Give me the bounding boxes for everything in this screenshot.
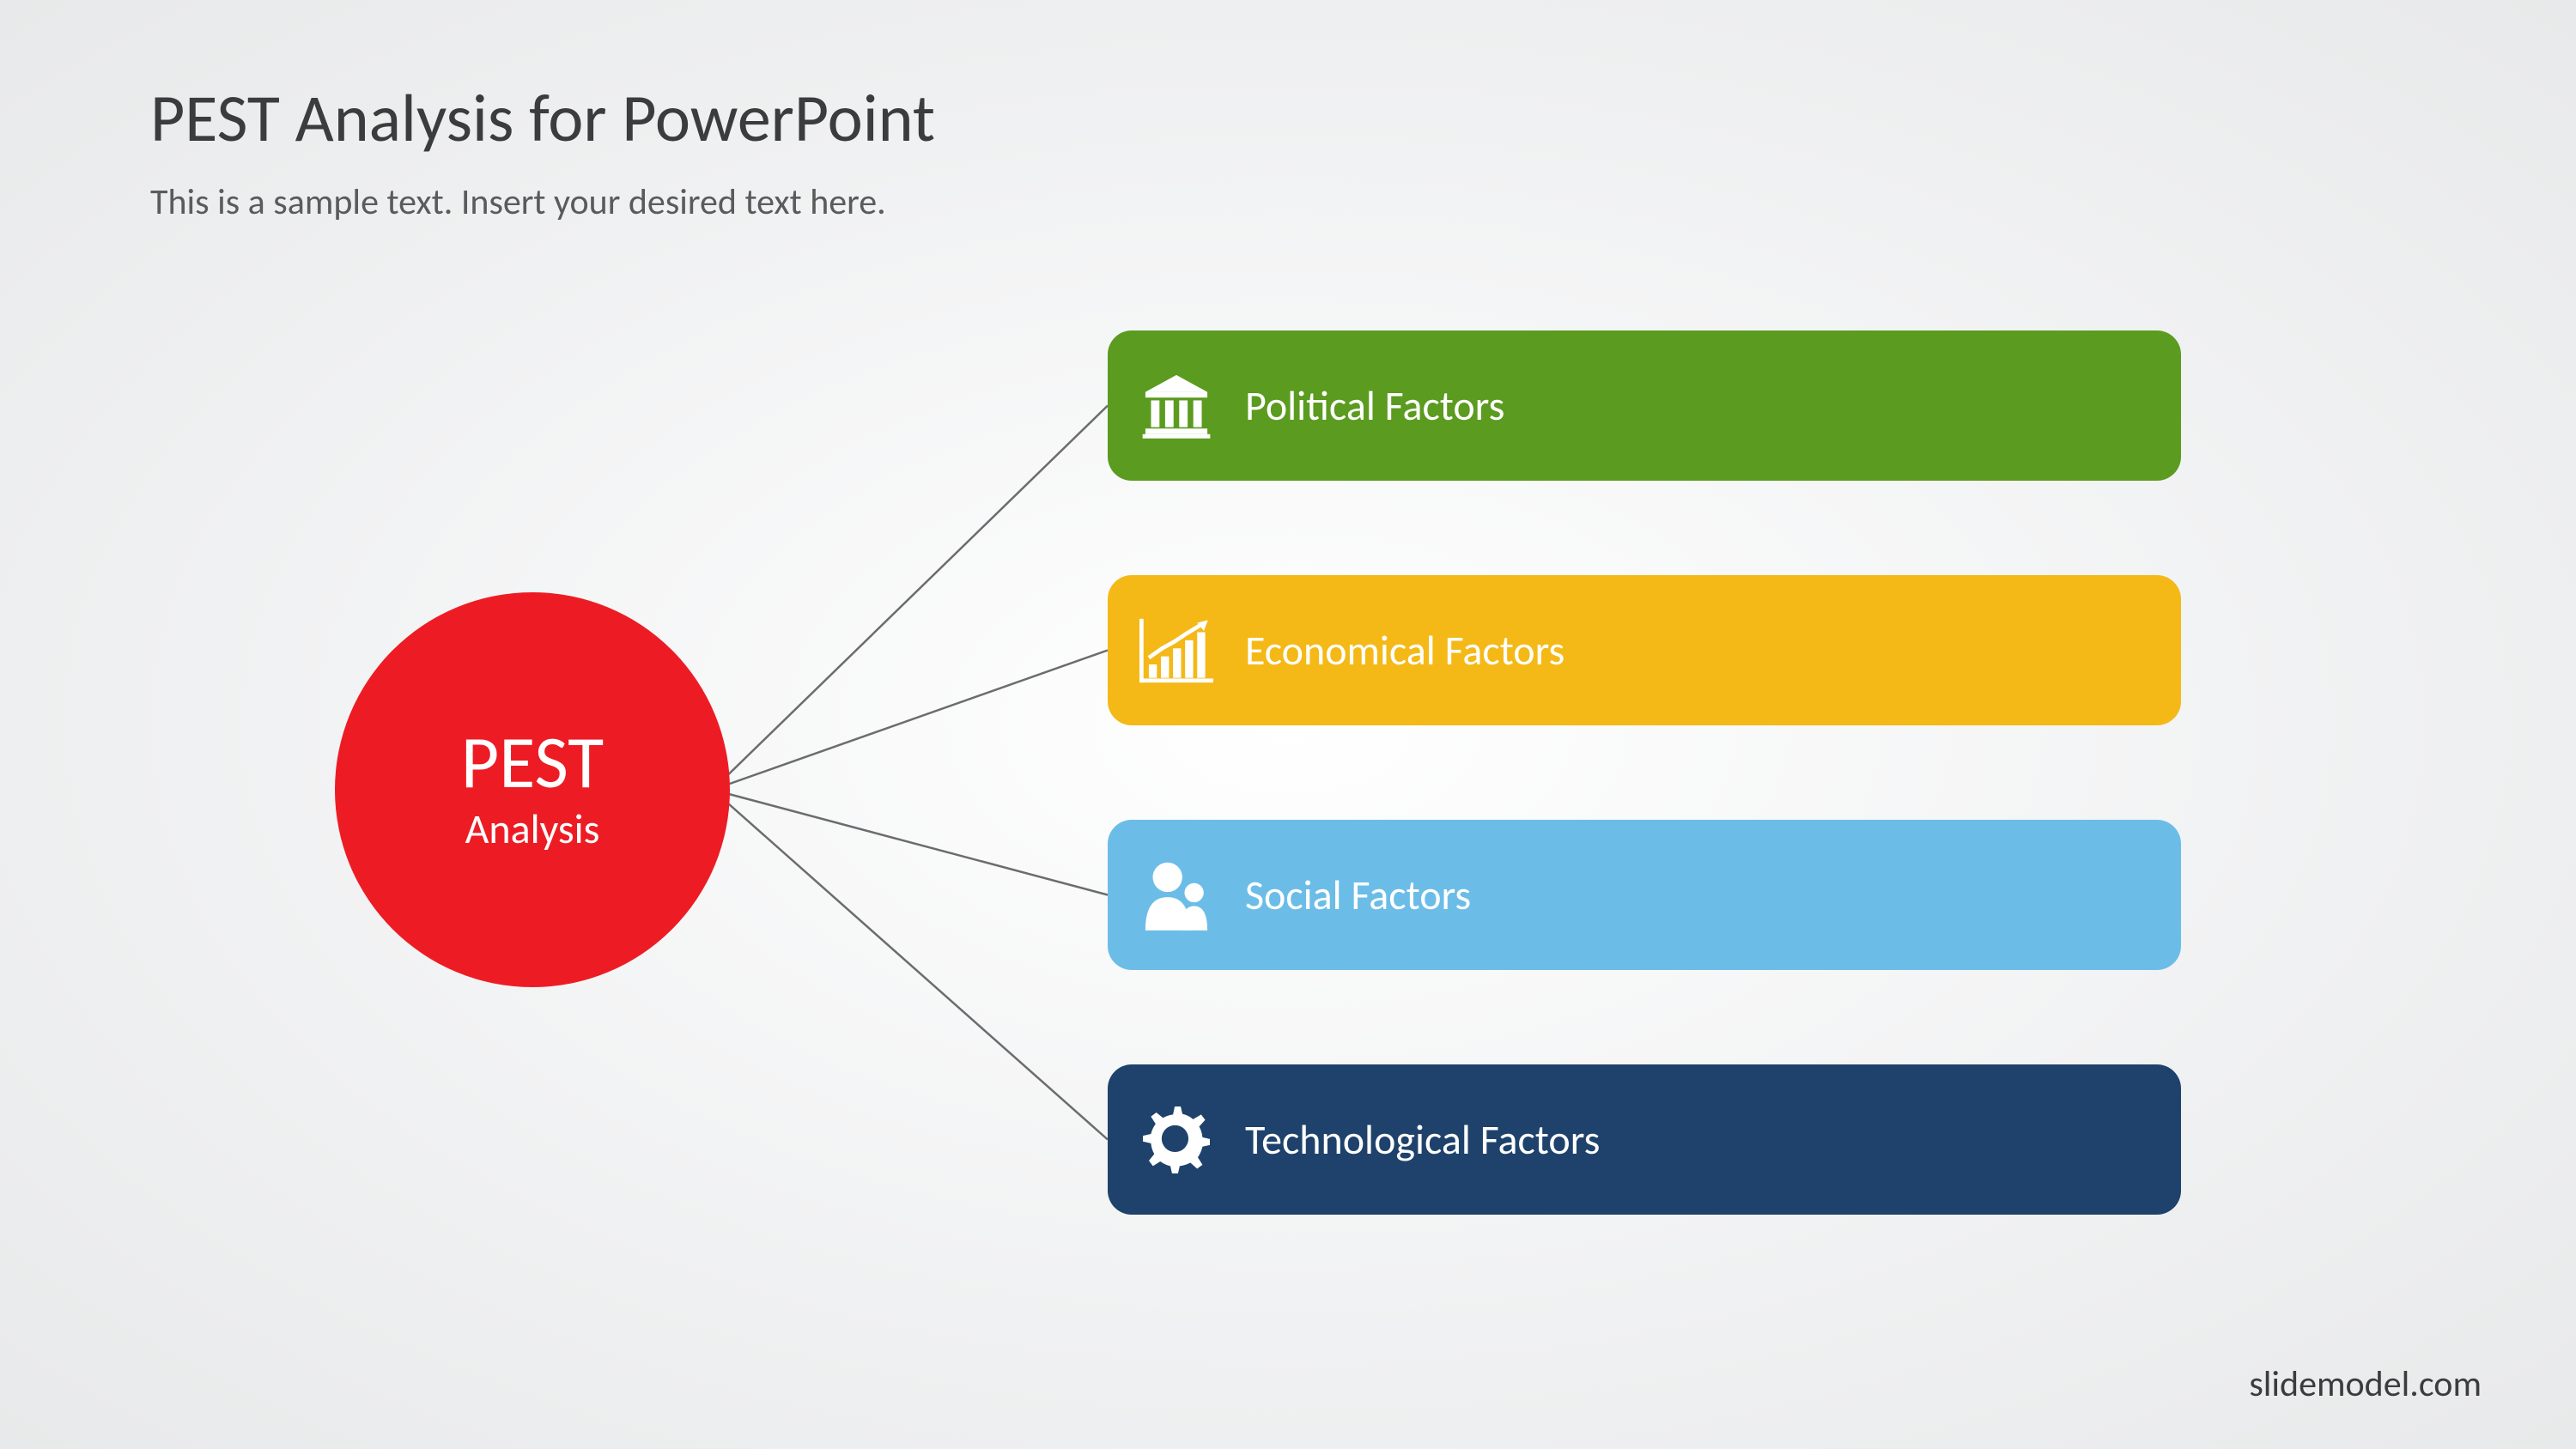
factor-label: Economical Factors xyxy=(1245,625,1564,676)
factor-label: Political Factors xyxy=(1245,380,1504,431)
slide: PEST Analysis for PowerPoint This is a s… xyxy=(0,0,2576,1449)
connector-line-1 xyxy=(713,651,1108,791)
factor-bar-economical: Economical Factors xyxy=(1108,575,2181,725)
hub-main-label: PEST xyxy=(461,726,604,800)
pest-diagram: PEST Analysis Political Factors xyxy=(0,283,2576,1313)
factor-label: Social Factors xyxy=(1245,870,1471,920)
chart-icon xyxy=(1108,617,1245,684)
people-icon xyxy=(1108,860,1245,931)
gear-icon xyxy=(1108,1106,1245,1173)
connector-line-0 xyxy=(713,406,1108,791)
hub-sub-label: Analysis xyxy=(465,803,600,854)
bank-icon xyxy=(1108,371,1245,441)
pest-hub: PEST Analysis xyxy=(335,592,730,987)
factor-bar-political: Political Factors xyxy=(1108,330,2181,481)
footer-attribution: slidemodel.com xyxy=(2249,1362,2482,1406)
factor-bar-social: Social Factors xyxy=(1108,820,2181,970)
factor-bar-technological: Technological Factors xyxy=(1108,1064,2181,1215)
factor-label: Technological Factors xyxy=(1245,1114,1600,1165)
